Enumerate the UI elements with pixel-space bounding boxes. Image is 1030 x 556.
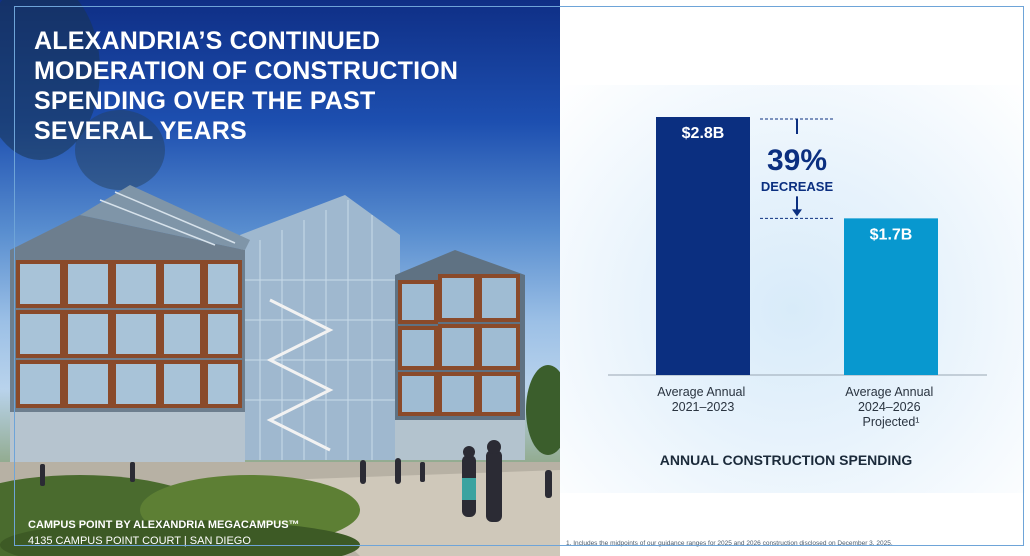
decrease-annotation: 39% DECREASE	[760, 118, 834, 219]
category-label-2024-2026: Average Annual 2024–2026 Projected¹	[845, 385, 937, 429]
arrow-head-icon	[792, 209, 802, 217]
title-line: MODERATION OF CONSTRUCTION	[34, 57, 459, 85]
footnote: 1. Includes the midpoints of our guidanc…	[566, 540, 893, 547]
photo-caption-address: 4135 CAMPUS POINT COURT | SAN DIEGO	[28, 535, 251, 547]
slide-title: ALEXANDRIA’S CONTINUED MODERATION OF CON…	[34, 26, 474, 146]
category-line: Average Annual	[657, 385, 745, 399]
bar-2024-2026-projected	[844, 218, 938, 375]
chart-background-glow	[560, 85, 1025, 493]
photo-caption-name: CAMPUS POINT BY ALEXANDRIA MEGACAMPUS™	[28, 519, 300, 531]
category-line: Average Annual	[845, 385, 933, 399]
data-label-2021-2023: $2.8B	[682, 125, 725, 142]
category-line: 2024–2026	[858, 400, 921, 414]
data-label-2024-2026: $1.7B	[870, 226, 913, 243]
category-label-2021-2023: Average Annual 2021–2023	[657, 385, 749, 414]
category-line: Projected¹	[863, 415, 920, 429]
title-line: ALEXANDRIA’S CONTINUED	[34, 27, 381, 55]
bar-chart: $2.8B $1.7B 39% DECREASE Average Annual …	[608, 117, 987, 468]
decrease-percent: 39%	[767, 144, 827, 177]
chart-title: ANNUAL CONSTRUCTION SPENDING	[660, 452, 913, 468]
title-line: SEVERAL YEARS	[34, 117, 247, 145]
decrease-label: DECREASE	[761, 179, 834, 194]
category-line: 2021–2023	[672, 400, 735, 414]
building-illustration	[0, 0, 560, 556]
campus-photo: ALEXANDRIA’S CONTINUED MODERATION OF CON…	[0, 0, 560, 556]
bar-2021-2023	[656, 117, 750, 375]
title-line: SPENDING OVER THE PAST	[34, 87, 376, 115]
